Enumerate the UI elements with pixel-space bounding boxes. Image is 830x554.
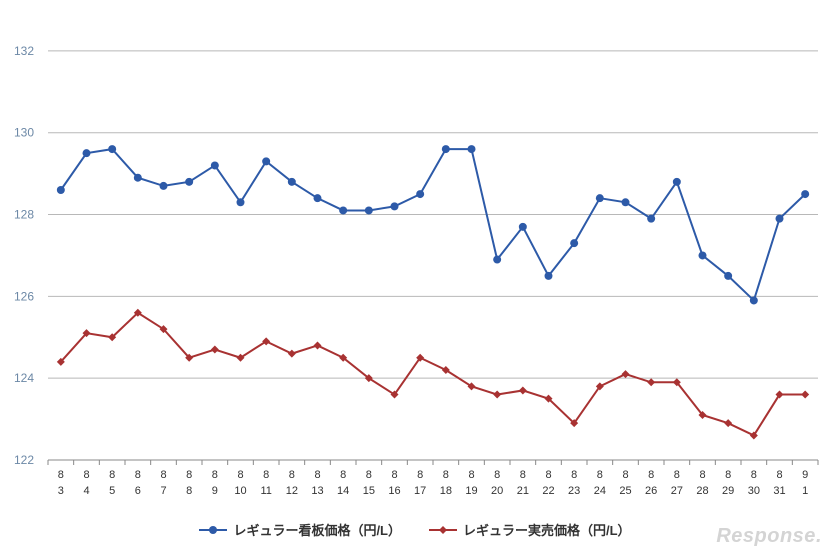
svg-text:8: 8 [314,469,320,481]
legend-label: レギュラー看板価格（円/L） [233,520,401,539]
svg-text:8: 8 [289,469,295,481]
svg-text:8: 8 [58,469,64,481]
svg-text:24: 24 [594,485,606,497]
svg-text:8: 8 [391,469,397,481]
legend-marker-icon [199,523,227,537]
svg-text:15: 15 [363,485,375,497]
svg-text:6: 6 [135,485,141,497]
svg-text:4: 4 [83,485,89,497]
svg-text:8: 8 [776,469,782,481]
svg-text:20: 20 [491,485,503,497]
svg-text:8: 8 [212,469,218,481]
svg-text:11: 11 [260,485,271,497]
svg-text:14: 14 [337,485,349,497]
svg-text:8: 8 [597,469,603,481]
svg-text:3: 3 [58,485,64,497]
svg-text:122: 122 [14,453,34,467]
svg-text:5: 5 [109,485,115,497]
svg-text:8: 8 [468,469,474,481]
svg-text:19: 19 [465,485,477,497]
svg-text:8: 8 [571,469,577,481]
legend-item: レギュラー実売価格（円/L） [429,520,631,539]
svg-text:12: 12 [286,485,298,497]
svg-text:132: 132 [14,44,34,58]
svg-text:7: 7 [160,485,166,497]
svg-text:126: 126 [14,289,34,303]
svg-text:13: 13 [311,485,323,497]
svg-text:18: 18 [440,485,452,497]
svg-text:8: 8 [622,469,628,481]
chart-legend: レギュラー看板価格（円/L） レギュラー実売価格（円/L） [0,520,830,540]
svg-text:130: 130 [14,126,34,140]
legend-item: レギュラー看板価格（円/L） [199,520,401,539]
svg-text:8: 8 [648,469,654,481]
legend-label: レギュラー実売価格（円/L） [463,520,631,539]
svg-text:8: 8 [160,469,166,481]
svg-text:8: 8 [237,469,243,481]
svg-text:8: 8 [340,469,346,481]
svg-text:17: 17 [414,485,426,497]
svg-text:8: 8 [751,469,757,481]
svg-text:31: 31 [773,485,785,497]
svg-text:28: 28 [696,485,708,497]
svg-text:25: 25 [619,485,631,497]
svg-text:124: 124 [14,371,34,385]
svg-text:1: 1 [802,485,808,497]
svg-text:8: 8 [366,469,372,481]
svg-text:8: 8 [545,469,551,481]
svg-text:8: 8 [109,469,115,481]
svg-text:8: 8 [417,469,423,481]
legend-marker-icon [429,523,457,537]
svg-text:8: 8 [674,469,680,481]
svg-text:21: 21 [517,485,529,497]
svg-text:10: 10 [234,485,246,497]
svg-text:9: 9 [212,485,218,497]
svg-text:23: 23 [568,485,580,497]
svg-text:8: 8 [494,469,500,481]
svg-text:26: 26 [645,485,657,497]
svg-text:8: 8 [83,469,89,481]
svg-text:8: 8 [186,469,192,481]
svg-text:27: 27 [671,485,683,497]
svg-text:8: 8 [186,485,192,497]
svg-text:16: 16 [388,485,400,497]
svg-text:8: 8 [443,469,449,481]
svg-text:8: 8 [135,469,141,481]
svg-text:128: 128 [14,208,34,222]
svg-text:9: 9 [802,469,808,481]
svg-text:8: 8 [520,469,526,481]
svg-text:8: 8 [263,469,269,481]
svg-text:30: 30 [748,485,760,497]
svg-text:29: 29 [722,485,734,497]
price-line-chart: 1221241261281301328384858687888981081181… [0,0,830,554]
svg-text:22: 22 [542,485,554,497]
svg-text:8: 8 [725,469,731,481]
svg-text:8: 8 [699,469,705,481]
